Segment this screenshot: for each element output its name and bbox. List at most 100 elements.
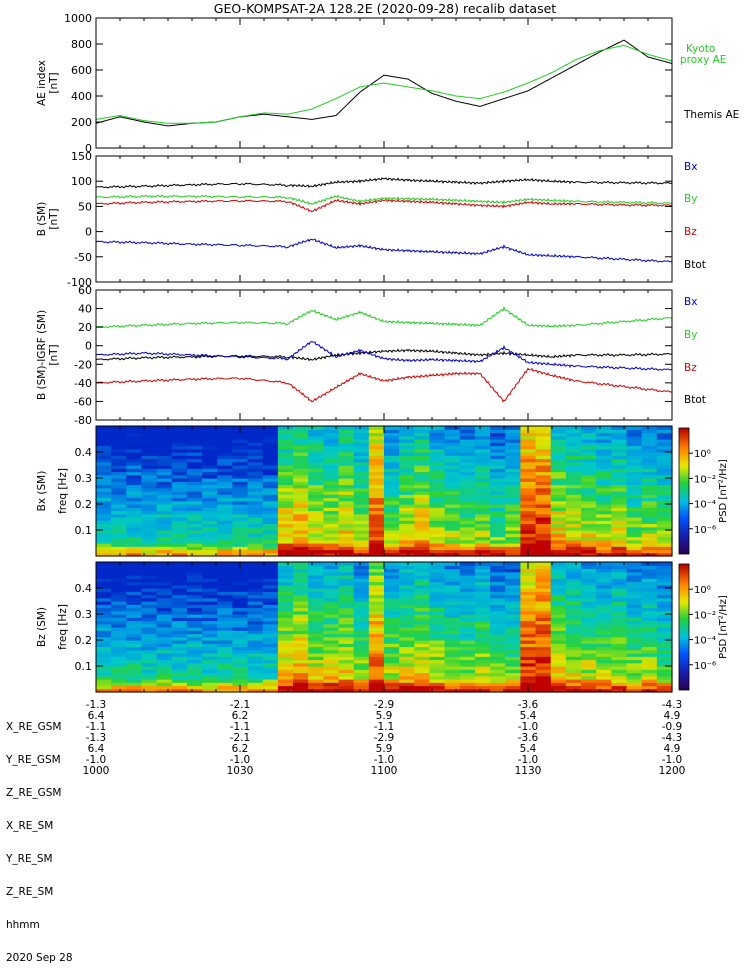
spectrogram-cell (384, 659, 400, 664)
spectrogram-cell (277, 581, 294, 586)
spectrogram-cell (626, 627, 643, 631)
spectrogram-cell (520, 474, 537, 479)
spectrogram-cell (399, 630, 415, 635)
spectrogram-cell (520, 610, 537, 615)
spectrogram-cell (429, 504, 446, 508)
spectrogram-cell (581, 465, 597, 469)
spectrogram-cell (323, 666, 340, 670)
spectrogram-cell (247, 575, 264, 579)
spectrogram-cell (111, 682, 127, 687)
spectrogram-cell (156, 675, 173, 680)
spectrogram-cell (171, 649, 188, 654)
spectrogram-cell (459, 565, 476, 570)
spectrogram-cell (656, 659, 673, 664)
spectrogram-cell (581, 614, 597, 618)
spectrogram-cell (535, 685, 552, 690)
spectrogram-cell (611, 568, 628, 573)
spectrogram-cell (626, 507, 643, 512)
spectrogram-cell (611, 530, 628, 534)
spectrogram-cell (217, 685, 234, 690)
spectrogram-cell (444, 536, 461, 541)
spectrogram-cell (581, 426, 597, 430)
spectrogram-cell (535, 601, 552, 605)
spectrogram-cell (262, 426, 279, 430)
spectrogram-cell (596, 471, 612, 476)
spectrogram-cell (126, 445, 143, 450)
spectrogram-cell (171, 607, 188, 612)
spectrogram-cell (308, 458, 324, 463)
spectrogram-cell (141, 448, 158, 453)
spectrogram-cell (217, 565, 234, 570)
spectrogram-cell (293, 442, 309, 447)
spectrogram-cell (156, 471, 173, 476)
spectrogram-cell (459, 513, 476, 518)
spectrogram-cell (353, 432, 370, 437)
spectrogram-cell (338, 607, 355, 612)
spectrogram-cell (308, 659, 324, 664)
spectrogram-cell (353, 659, 370, 664)
spectrogram-cell (308, 633, 324, 638)
spectrogram-cell (171, 530, 188, 534)
spectrogram-cell (368, 640, 385, 644)
spectrogram-cell (474, 491, 491, 495)
spectrogram-cell (202, 659, 218, 664)
spectrogram-cell (156, 465, 173, 469)
spectrogram-cell (550, 442, 567, 447)
spectrogram-cell (384, 575, 400, 579)
spectrogram-cell (141, 617, 158, 622)
spectrogram-cell (626, 562, 643, 566)
spectrogram-cell (247, 662, 264, 667)
eph-label: 2020 Sep 28 (6, 952, 73, 964)
spectrogram-cell (262, 465, 279, 469)
spectrogram-cell (399, 607, 415, 612)
spectrogram-cell (232, 653, 249, 657)
spectrogram-cell (444, 643, 461, 648)
spectrogram-cell (474, 435, 491, 440)
spectrogram-cell (459, 504, 476, 508)
spectrogram-cell (384, 584, 400, 589)
spectrogram-cell (141, 597, 158, 602)
spectrogram-cell (126, 568, 143, 573)
spectrogram-cell (368, 666, 385, 670)
spectrogram-cell (96, 507, 112, 512)
spectrogram-cell (217, 627, 234, 631)
spectrogram-cell (565, 630, 582, 635)
spectrogram-cell (641, 620, 658, 625)
spectrogram-cell (217, 487, 234, 492)
spectrogram-cell (490, 478, 506, 482)
spectrogram-cell (565, 591, 582, 596)
spectrogram-cell (171, 500, 188, 505)
spectrogram-cell (111, 445, 127, 450)
spectrogram-cell (96, 523, 112, 528)
spectrogram-cell (126, 649, 143, 654)
spectrogram-cell (247, 604, 264, 609)
spectrogram-cell (565, 643, 582, 648)
spectrogram-cell (550, 536, 567, 541)
spectrogram-cell (353, 539, 370, 544)
spectrogram-cell (490, 672, 506, 677)
spectrogram-cell (247, 530, 264, 534)
spectrogram-cell (626, 487, 643, 492)
spectrogram-cell (611, 442, 628, 447)
spectrogram-cell (126, 536, 143, 541)
spectrogram-cell (581, 617, 597, 622)
spectrogram-cell (217, 571, 234, 576)
spectrogram-cell (338, 452, 355, 456)
spectrogram-cell (429, 442, 446, 447)
spectrogram-cell (520, 445, 537, 450)
spectrogram-cell (581, 523, 597, 528)
spectrogram-cell (171, 679, 188, 683)
spectrogram-cell (202, 465, 218, 469)
spectrogram-cell (656, 481, 673, 486)
spectrogram-cell (368, 552, 385, 557)
spectrogram-cell (399, 533, 415, 538)
spectrogram-cell (293, 549, 309, 554)
spectrogram-cell (535, 575, 552, 579)
spectrogram-cell (565, 468, 582, 473)
spectrogram-cell (247, 578, 264, 583)
spectrogram-cell (429, 432, 446, 437)
spectrogram-cell (581, 448, 597, 453)
spectrogram-cell (141, 533, 158, 538)
spectrogram-cell (550, 643, 567, 648)
spectrogram-cell (535, 581, 552, 586)
